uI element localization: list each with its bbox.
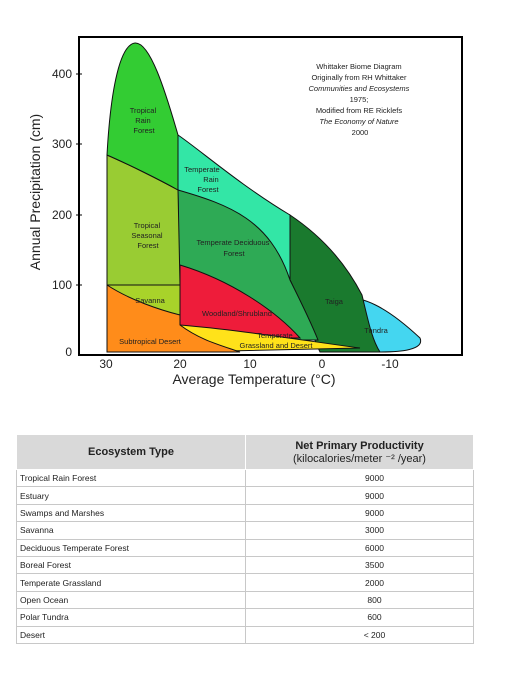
whittaker-biome-diagram: Tropical Rain Forest Temperate Rain Fore…: [27, 36, 463, 387]
label-savanna: Savanna: [135, 296, 165, 305]
label-tundra: Tundra: [364, 326, 388, 335]
ecosystem-type-cell: Polar Tundra: [16, 608, 246, 627]
npp-value-cell: 9000: [245, 503, 474, 523]
npp-title: Net Primary Productivity: [295, 439, 424, 452]
x-tick: 20: [173, 357, 187, 371]
col-ecosystem-type: Ecosystem Type: [16, 434, 246, 470]
npp-value-cell: 9000: [245, 468, 474, 488]
label-tropical-seasonal-forest: Tropical Seasonal Forest: [131, 221, 164, 250]
label-temperate-rain-forest: Temperate Rain Forest: [184, 165, 222, 194]
x-tick: 30: [99, 357, 113, 371]
table-header-row: Ecosystem Type Net Primary Productivity …: [16, 434, 474, 470]
label-temperate-grassland: Temperate Grassland and Desert: [240, 331, 314, 350]
table-row: Open Ocean 800: [16, 590, 474, 610]
subtropical-desert-region: [106, 284, 241, 353]
label-subtropical-desert: Subtropical Desert: [119, 337, 182, 346]
ecosystem-type-cell: Estuary: [16, 486, 246, 505]
x-tick: 10: [243, 357, 257, 371]
y-tick: 300: [52, 137, 72, 151]
npp-value-cell: 3000: [245, 521, 474, 540]
table-row: Deciduous Temperate Forest 6000: [16, 538, 474, 557]
npp-value-cell: 600: [245, 608, 474, 627]
col-npp: Net Primary Productivity (kilocalories/m…: [245, 434, 474, 470]
ecosystem-type-cell: Open Ocean: [16, 590, 246, 610]
x-tick: 0: [319, 357, 326, 371]
y-tick: 0: [65, 345, 72, 359]
npp-value-cell: 6000: [245, 538, 474, 557]
x-axis-label: Average Temperature (°C): [172, 371, 335, 387]
table-row: Tropical Rain Forest 9000: [16, 468, 474, 488]
ecosystem-type-cell: Savanna: [16, 521, 246, 540]
y-tick: 200: [52, 208, 72, 222]
y-axis: 400 300 200 100 0: [52, 67, 82, 359]
temperate-grassland-region: [179, 324, 361, 353]
woodland-shrubland-region: [179, 264, 302, 339]
label-taiga: Taiga: [325, 297, 344, 306]
table-row: Temperate Grassland 2000: [16, 573, 474, 592]
table-row: Desert < 200: [16, 625, 474, 644]
y-tick: 100: [52, 278, 72, 292]
label-woodland-shrubland: Woodland/Shrubland: [202, 309, 272, 318]
npp-table-body: Tropical Rain Forest 9000 Estuary 9000 Swamp…: [16, 468, 474, 644]
ecosystem-type-cell: Tropical Rain Forest: [16, 468, 246, 488]
npp-value-cell: 800: [245, 590, 474, 610]
npp-table: Ecosystem Type Net Primary Productivity …: [16, 434, 474, 644]
credit-block: Whittaker Biome Diagram Originally from …: [309, 62, 412, 137]
table-row: Estuary 9000: [16, 486, 474, 505]
ecosystem-type-cell: Swamps and Marshes: [16, 503, 246, 523]
npp-value-cell: 3500: [245, 555, 474, 575]
ecosystem-type-cell: Deciduous Temperate Forest: [16, 538, 246, 557]
x-tick: -10: [381, 357, 399, 371]
ecosystem-type-cell: Desert: [16, 625, 246, 644]
label-tropical-rain-forest: Tropical Rain Forest: [130, 106, 159, 135]
table-row: Polar Tundra 600: [16, 608, 474, 627]
npp-value-cell: 9000: [245, 486, 474, 505]
table-row: Savanna 3000: [16, 521, 474, 540]
ecosystem-type-cell: Boreal Forest: [16, 555, 246, 575]
y-tick: 400: [52, 67, 72, 81]
table-row: Swamps and Marshes 9000: [16, 503, 474, 523]
ecosystem-type-cell: Temperate Grassland: [16, 573, 246, 592]
npp-value-cell: 2000: [245, 573, 474, 592]
y-axis-label: Annual Precipitation (cm): [27, 114, 43, 270]
npp-units: (kilocalories/meter ⁻² /year): [293, 452, 426, 465]
x-axis: 30 20 10 0 -10: [99, 357, 399, 371]
tropical-rain-forest-region: [106, 42, 179, 191]
label-temperate-deciduous-forest: Temperate Deciduous Forest: [196, 238, 271, 258]
table-row: Boreal Forest 3500: [16, 555, 474, 575]
npp-value-cell: < 200: [245, 625, 474, 644]
